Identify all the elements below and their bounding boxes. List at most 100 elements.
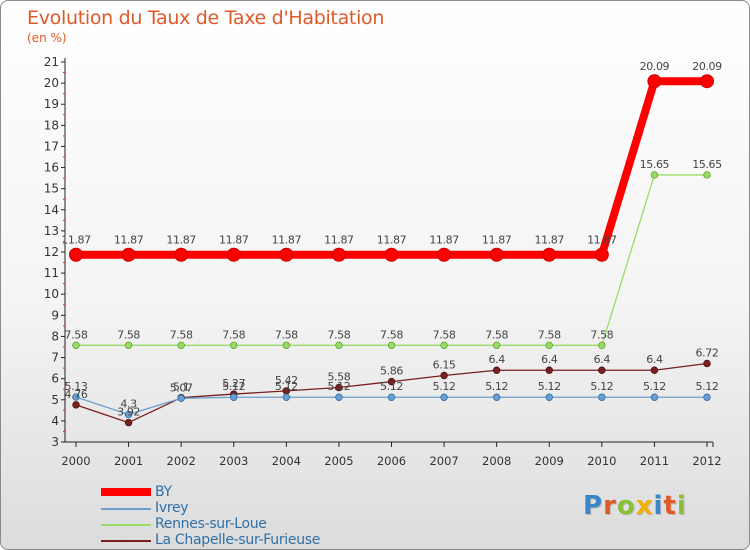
brand-letter: r — [603, 491, 617, 521]
y-tick-label: 9 — [51, 308, 59, 322]
data-label-ivrey: 5.12 — [327, 380, 350, 393]
brand-letter: x — [635, 491, 654, 521]
point-rennes — [177, 341, 185, 350]
data-label-la-chapelle: 3.92 — [117, 406, 140, 419]
point-rennes — [72, 341, 80, 350]
point-la-chapelle — [545, 366, 553, 374]
data-label-by: 11.87 — [166, 234, 196, 247]
data-label-rennes: 7.58 — [222, 328, 245, 341]
y-tick-label: 20 — [44, 76, 59, 90]
data-label-la-chapelle: 6.72 — [696, 346, 719, 359]
data-label-by: 11.87 — [61, 234, 91, 247]
point-rennes — [703, 171, 711, 179]
point-by — [489, 247, 504, 262]
data-label-rennes: 7.58 — [538, 328, 561, 341]
brand-letter: t — [663, 491, 677, 521]
x-tick-label: 2002 — [167, 454, 196, 468]
data-label-by: 11.87 — [114, 234, 144, 247]
x-tick-label: 2003 — [219, 454, 248, 468]
point-by — [647, 74, 662, 89]
data-label-la-chapelle: 5.1 — [173, 381, 189, 394]
point-rennes — [387, 341, 396, 350]
point-rennes — [282, 341, 291, 350]
point-ivrey — [72, 393, 80, 401]
data-label-by: 11.87 — [482, 234, 512, 247]
point-ivrey — [440, 393, 448, 401]
data-label-ivrey: 5.12 — [590, 380, 613, 393]
data-label-la-chapelle: 5.58 — [327, 371, 350, 384]
data-label-by: 11.87 — [377, 234, 407, 247]
data-label-la-chapelle: 6.4 — [646, 353, 663, 366]
point-la-chapelle — [703, 359, 711, 368]
y-tick-label: 3 — [51, 435, 59, 449]
point-la-chapelle — [124, 418, 133, 427]
series-points — [69, 74, 714, 427]
point-la-chapelle — [598, 366, 606, 374]
point-ivrey — [598, 393, 606, 401]
point-ivrey — [124, 410, 133, 419]
data-label-rennes: 7.58 — [485, 328, 508, 341]
point-ivrey — [387, 393, 396, 401]
data-label-ivrey: 5.12 — [275, 380, 298, 393]
x-tick-label: 2000 — [61, 454, 90, 468]
data-label-rennes: 7.58 — [590, 328, 613, 341]
point-by — [384, 247, 399, 262]
y-tick-label: 17 — [44, 139, 59, 153]
y-tick-label: 6 — [51, 372, 59, 386]
data-label-ivrey: 5.12 — [485, 380, 508, 393]
point-rennes — [124, 341, 133, 350]
y-tick-label: 16 — [44, 161, 59, 175]
series-line-by — [76, 77, 707, 259]
proxiti-logo[interactable]: Proxiti — [583, 491, 687, 521]
data-label-rennes: 7.58 — [380, 328, 403, 341]
y-tick-label: 4 — [51, 414, 59, 428]
brand-letter: o — [616, 491, 636, 521]
data-labels: 11.87 11.87 11.87 11.87 11.87 11.87 11.87 11.87… — [61, 60, 722, 418]
data-label-by: 11.87 — [272, 234, 302, 247]
point-la-chapelle — [72, 401, 80, 409]
x-tick-label: 2001 — [114, 454, 143, 468]
point-rennes — [598, 341, 606, 350]
legend-swatch-by — [101, 488, 151, 496]
point-ivrey — [492, 393, 501, 401]
data-label-ivrey: 5.12 — [222, 380, 245, 393]
chart-title: Evolution du Taux de Taxe d'Habitation — [27, 7, 385, 29]
x-tick-label: 2011 — [640, 454, 669, 468]
axes: 3 4 5 6 7 8 9 10 11 12 13 14 15 16 17 18 19 20 21 2000 2001 2… — [44, 55, 722, 468]
data-label-ivrey: 5.12 — [380, 380, 403, 393]
point-by — [226, 247, 241, 262]
data-label-ivrey: 5.12 — [538, 380, 561, 393]
data-label-la-chapelle: 5.27 — [222, 377, 245, 390]
x-tick-label: 2006 — [377, 454, 406, 468]
y-tick-label: 7 — [51, 351, 59, 365]
y-tick-label: 14 — [44, 203, 59, 217]
point-ivrey — [545, 393, 553, 401]
data-label-by: 20.09 — [692, 60, 722, 73]
point-by — [69, 247, 83, 262]
data-label-la-chapelle: 4.76 — [65, 388, 88, 401]
legend-label-ivrey: Ivrey — [155, 500, 189, 516]
data-label-la-chapelle: 6.4 — [489, 353, 506, 366]
data-label-la-chapelle: 5.86 — [380, 365, 403, 378]
point-by — [437, 247, 452, 262]
y-tick-label: 5 — [51, 393, 59, 407]
point-la-chapelle — [387, 377, 396, 386]
y-tick-label: 15 — [44, 182, 59, 196]
data-label-ivrey: 5.12 — [433, 380, 456, 393]
legend-swatch-la-chapelle — [101, 540, 151, 542]
data-label-rennes: 15.65 — [640, 158, 670, 171]
x-tick-label: 2007 — [429, 454, 458, 468]
point-rennes — [335, 341, 343, 350]
x-tick-label: 2004 — [272, 454, 301, 468]
legend-swatch-ivrey — [101, 508, 151, 510]
y-tick-label: 8 — [51, 329, 59, 343]
data-label-rennes: 7.58 — [327, 328, 350, 341]
legend-label-la-chapelle: La Chapelle-sur-Furieuse — [155, 532, 321, 548]
data-label-la-chapelle: 6.15 — [433, 359, 456, 372]
data-label-rennes: 7.58 — [65, 328, 88, 341]
point-rennes — [492, 341, 501, 350]
y-tick-label: 19 — [44, 97, 59, 111]
data-label-rennes: 15.65 — [692, 158, 722, 171]
